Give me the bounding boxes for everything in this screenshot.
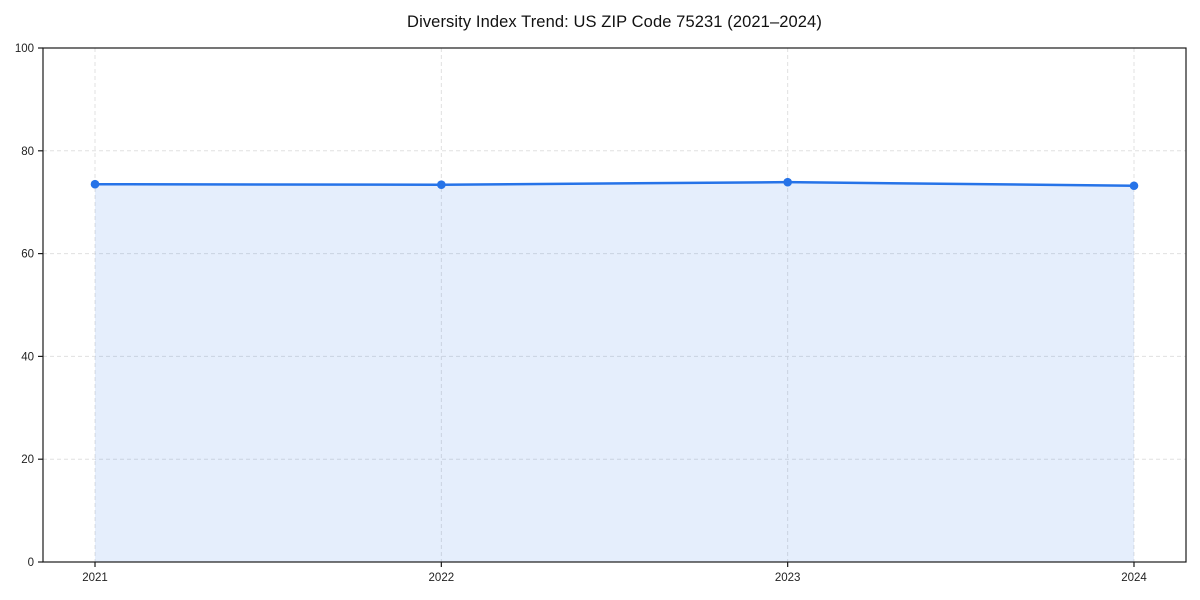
x-tick-label: 2021 <box>82 572 108 584</box>
data-point-2024 <box>1129 181 1139 191</box>
y-tick-label: 20 <box>21 454 34 466</box>
chart-title: Diversity Index Trend: US ZIP Code 75231… <box>407 13 822 31</box>
x-tick-label: 2022 <box>429 572 455 584</box>
data-point-2023 <box>783 177 792 187</box>
x-tick-label: 2023 <box>775 572 801 584</box>
y-tick-label: 80 <box>21 146 34 158</box>
area-fill <box>95 182 1134 563</box>
trend-line <box>93 180 1136 188</box>
y-tick-label: 40 <box>21 351 34 363</box>
plot-border <box>42 47 1187 563</box>
data-point-2022 <box>437 180 446 190</box>
x-tick-label: 2024 <box>1121 572 1147 584</box>
y-tick-label: 0 <box>28 557 34 569</box>
data-point-2021 <box>90 179 100 189</box>
y-tick-label: 100 <box>15 43 34 55</box>
y-tick-label: 60 <box>21 249 34 261</box>
